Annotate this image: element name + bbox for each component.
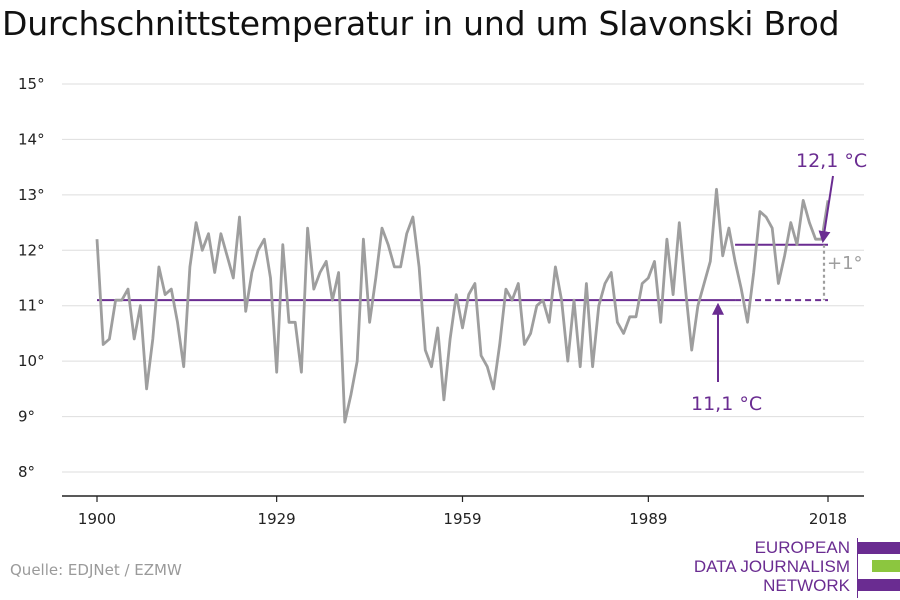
logo-bar-purple-top <box>858 542 900 554</box>
x-tick-label: 1929 <box>258 510 296 528</box>
x-tick-label: 2018 <box>809 510 847 528</box>
reference-lines <box>97 243 828 302</box>
logo-line-data-journalism: DATA JOURNALISM <box>693 557 850 576</box>
x-axis: 1900 1929 1959 1989 2018 <box>62 495 864 528</box>
x-tick-label: 1989 <box>629 510 667 528</box>
source-note: Quelle: EDJNet / EZMW <box>10 561 182 579</box>
y-tick-label: 12° <box>18 241 45 259</box>
difference-label: +1° <box>827 253 863 274</box>
recent-mean-label: 12,1 °C <box>796 150 867 172</box>
y-axis-ticks: 8° 9° 10° 11° 12° 13° 14° 15° <box>18 75 45 481</box>
baseline-mean-label: 11,1 °C <box>691 393 762 415</box>
y-tick-label: 10° <box>18 352 45 370</box>
y-tick-label: 13° <box>18 186 45 204</box>
logo-line-european: EUROPEAN <box>754 538 850 557</box>
x-tick-label: 1900 <box>78 510 116 528</box>
edjnet-logo: EUROPEAN DATA JOURNALISM NETWORK <box>694 538 900 598</box>
y-tick-label: 15° <box>18 75 45 93</box>
y-tick-label: 8° <box>18 463 35 481</box>
chart-title: Durchschnittstemperatur in und um Slavon… <box>2 4 840 43</box>
y-tick-label: 14° <box>18 130 45 148</box>
logo-bar-purple-bottom <box>858 579 900 591</box>
grid-lines <box>62 83 864 473</box>
logo-divider <box>857 538 858 598</box>
logo-line-network: NETWORK <box>763 576 850 595</box>
annotations: 11,1 °C 12,1 °C +1° <box>691 150 867 415</box>
series-layer <box>95 187 830 424</box>
logo-bar-green <box>872 560 900 572</box>
x-tick-label: 1959 <box>443 510 481 528</box>
recent-arrow <box>818 175 834 244</box>
y-tick-label: 11° <box>18 297 45 315</box>
y-tick-label: 9° <box>18 408 35 426</box>
temperature-series-line <box>95 187 830 424</box>
